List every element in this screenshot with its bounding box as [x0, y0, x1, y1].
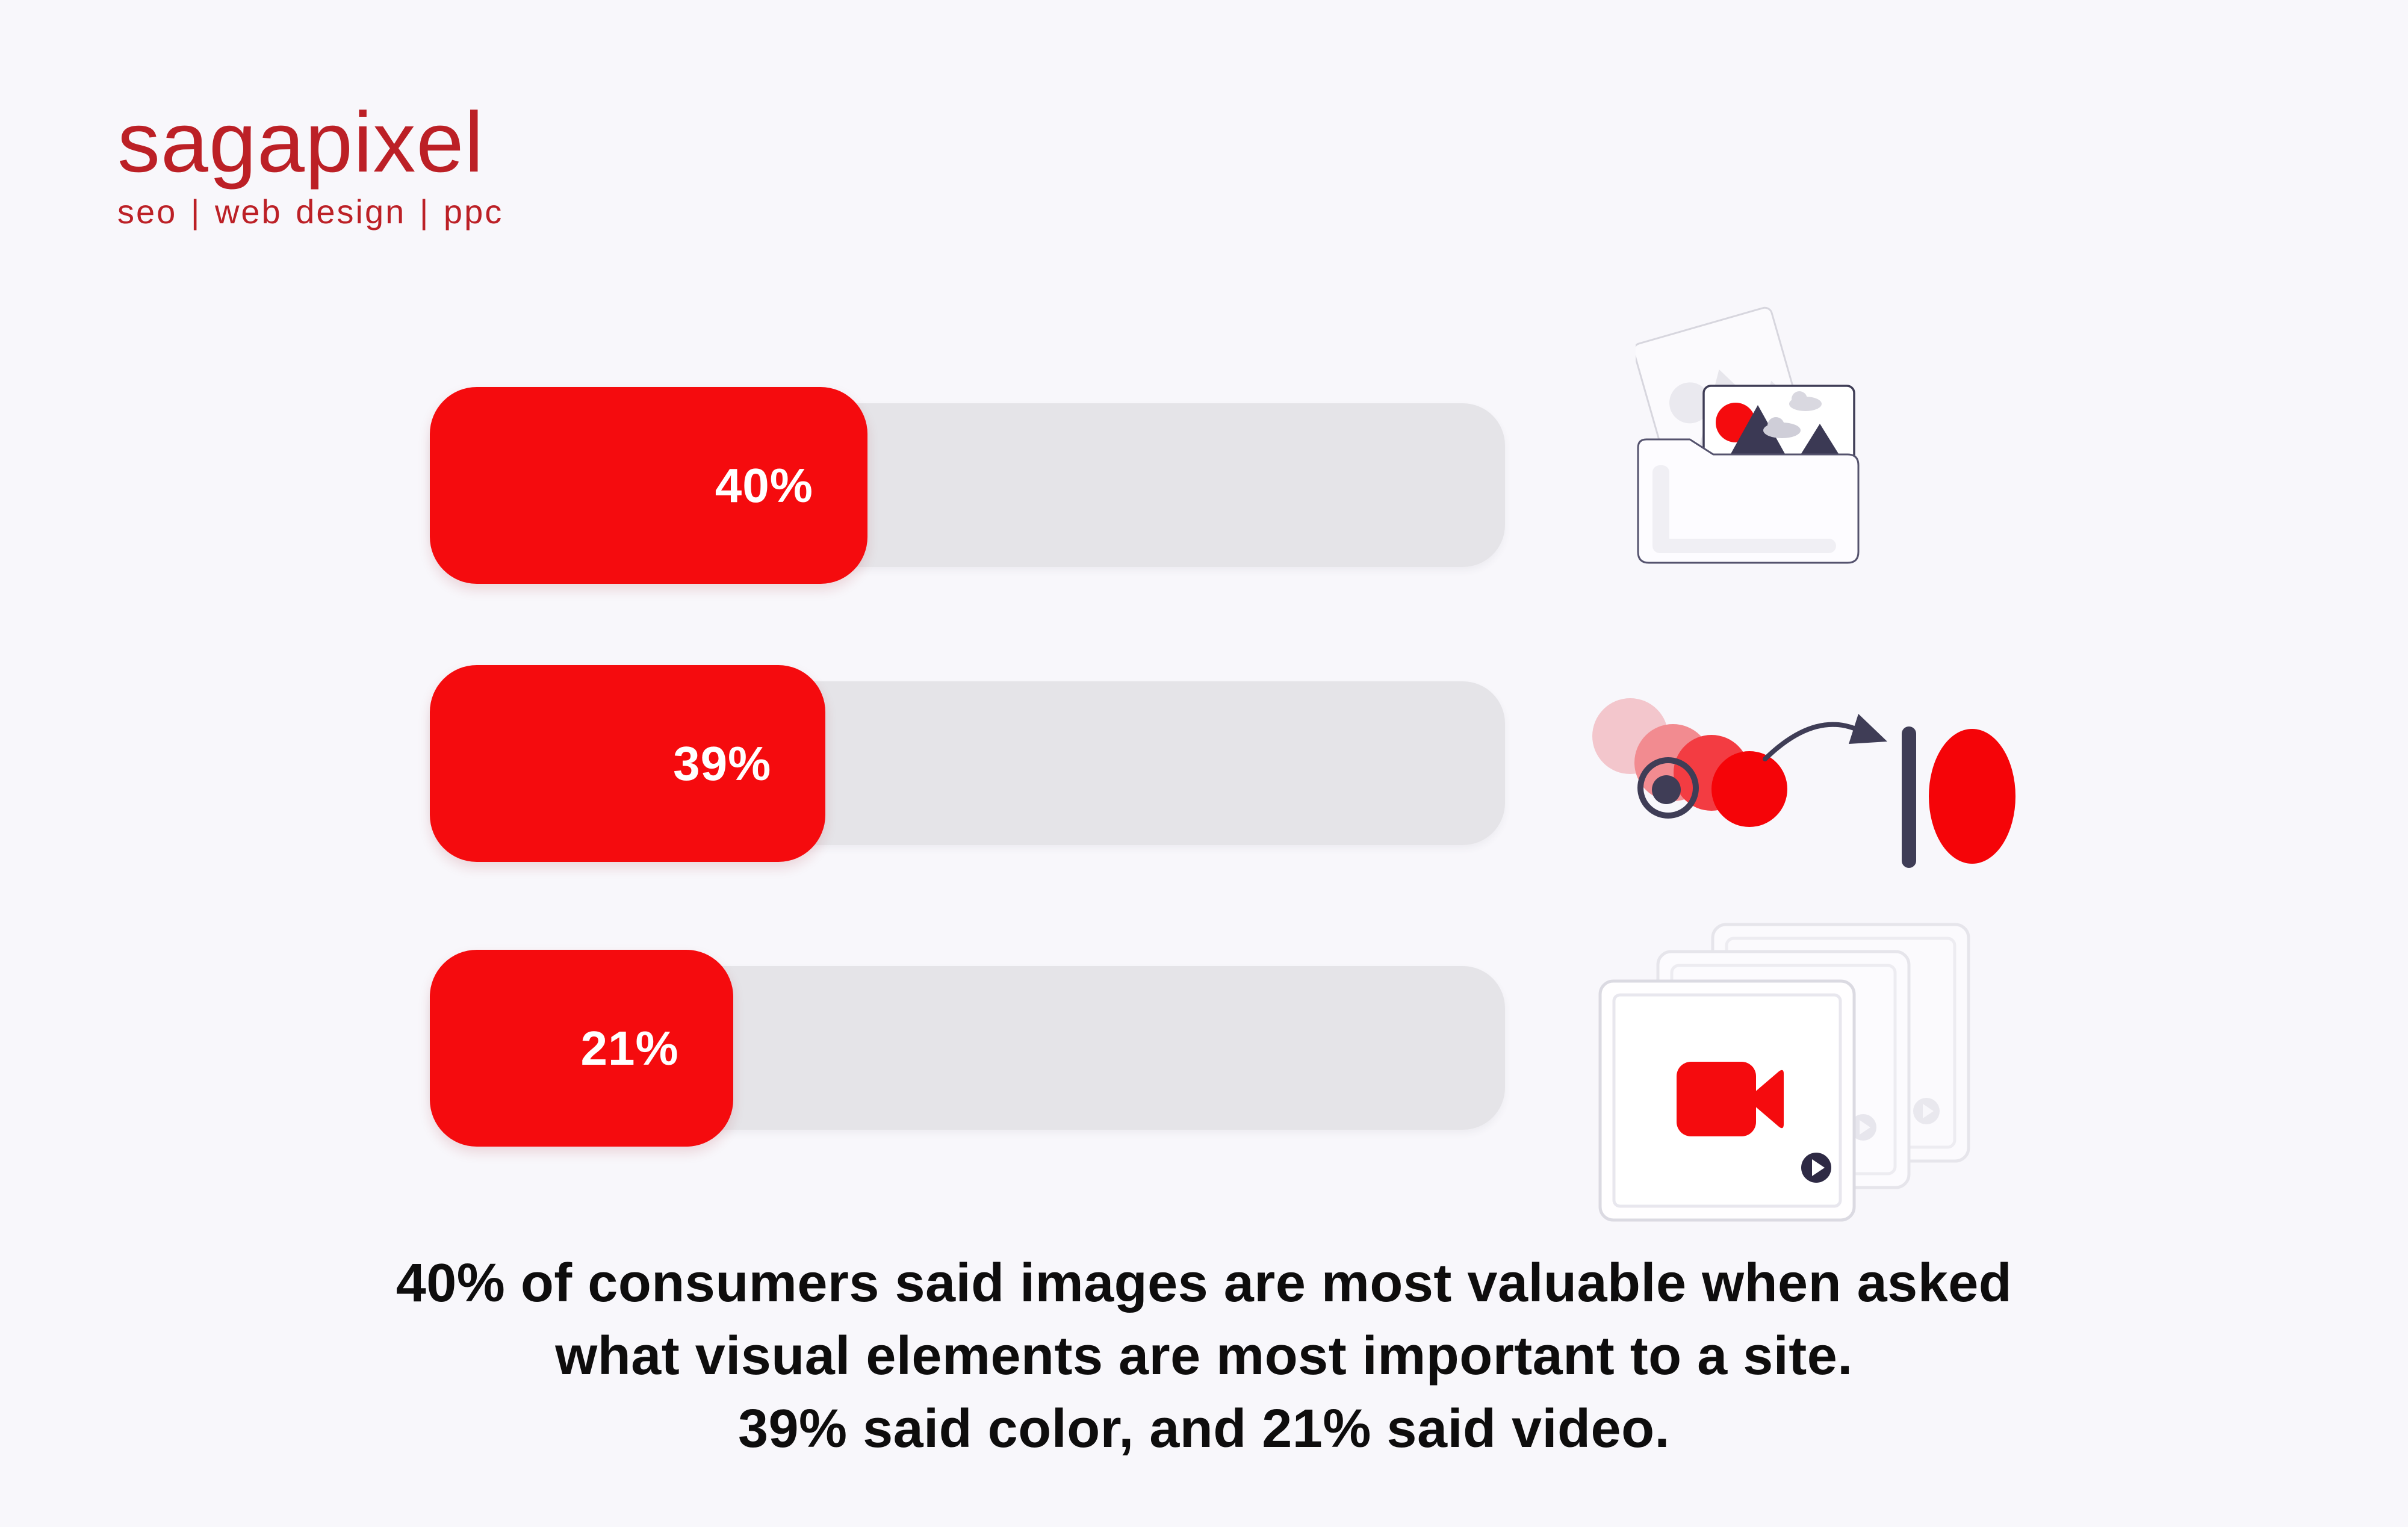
play-button-icon	[1801, 1153, 1831, 1183]
brand-tagline: seo | web design | ppc	[117, 193, 504, 231]
video-player-illustration	[1598, 923, 1970, 1222]
color-swatches-illustration	[1592, 698, 2015, 868]
bar-value-label: 39%	[673, 736, 772, 790]
color-picker-dot-icon	[1652, 775, 1681, 804]
bar-fill-color: 39%	[430, 665, 826, 862]
selected-color-blob	[1929, 729, 2015, 864]
color-picker-ring-icon	[1637, 757, 1699, 819]
video-camera-icon	[1677, 1062, 1784, 1136]
caption-line: 40% of consumers said images are most va…	[396, 1253, 2012, 1313]
bar-row-color: 39%	[430, 665, 1505, 862]
brand-logo: sagapixel seo | web design | ppc	[117, 96, 503, 231]
swatch-red-bright	[1711, 751, 1787, 827]
divider-bar-icon	[1902, 726, 1916, 868]
images-folder-illustration	[1636, 306, 1860, 564]
bar-row-images: 40%	[430, 387, 1505, 584]
caption-line: 39% said color, and 21% said video.	[737, 1399, 1671, 1459]
brand-name: sagapixel	[117, 94, 484, 190]
bar-value-label: 40%	[715, 458, 813, 512]
video-card-front	[1598, 979, 1856, 1222]
bar-fill-images: 40%	[430, 387, 867, 584]
curved-arrow-icon	[1763, 714, 1887, 761]
bar-row-video: 21%	[430, 950, 1505, 1147]
bar-value-label: 21%	[580, 1021, 679, 1075]
bar-fill-video: 21%	[430, 950, 733, 1147]
caption: 40% of consumers said images are most va…	[0, 1247, 2408, 1466]
folder-icon	[1637, 438, 1860, 564]
caption-line: what visual elements are most important …	[555, 1326, 1853, 1386]
